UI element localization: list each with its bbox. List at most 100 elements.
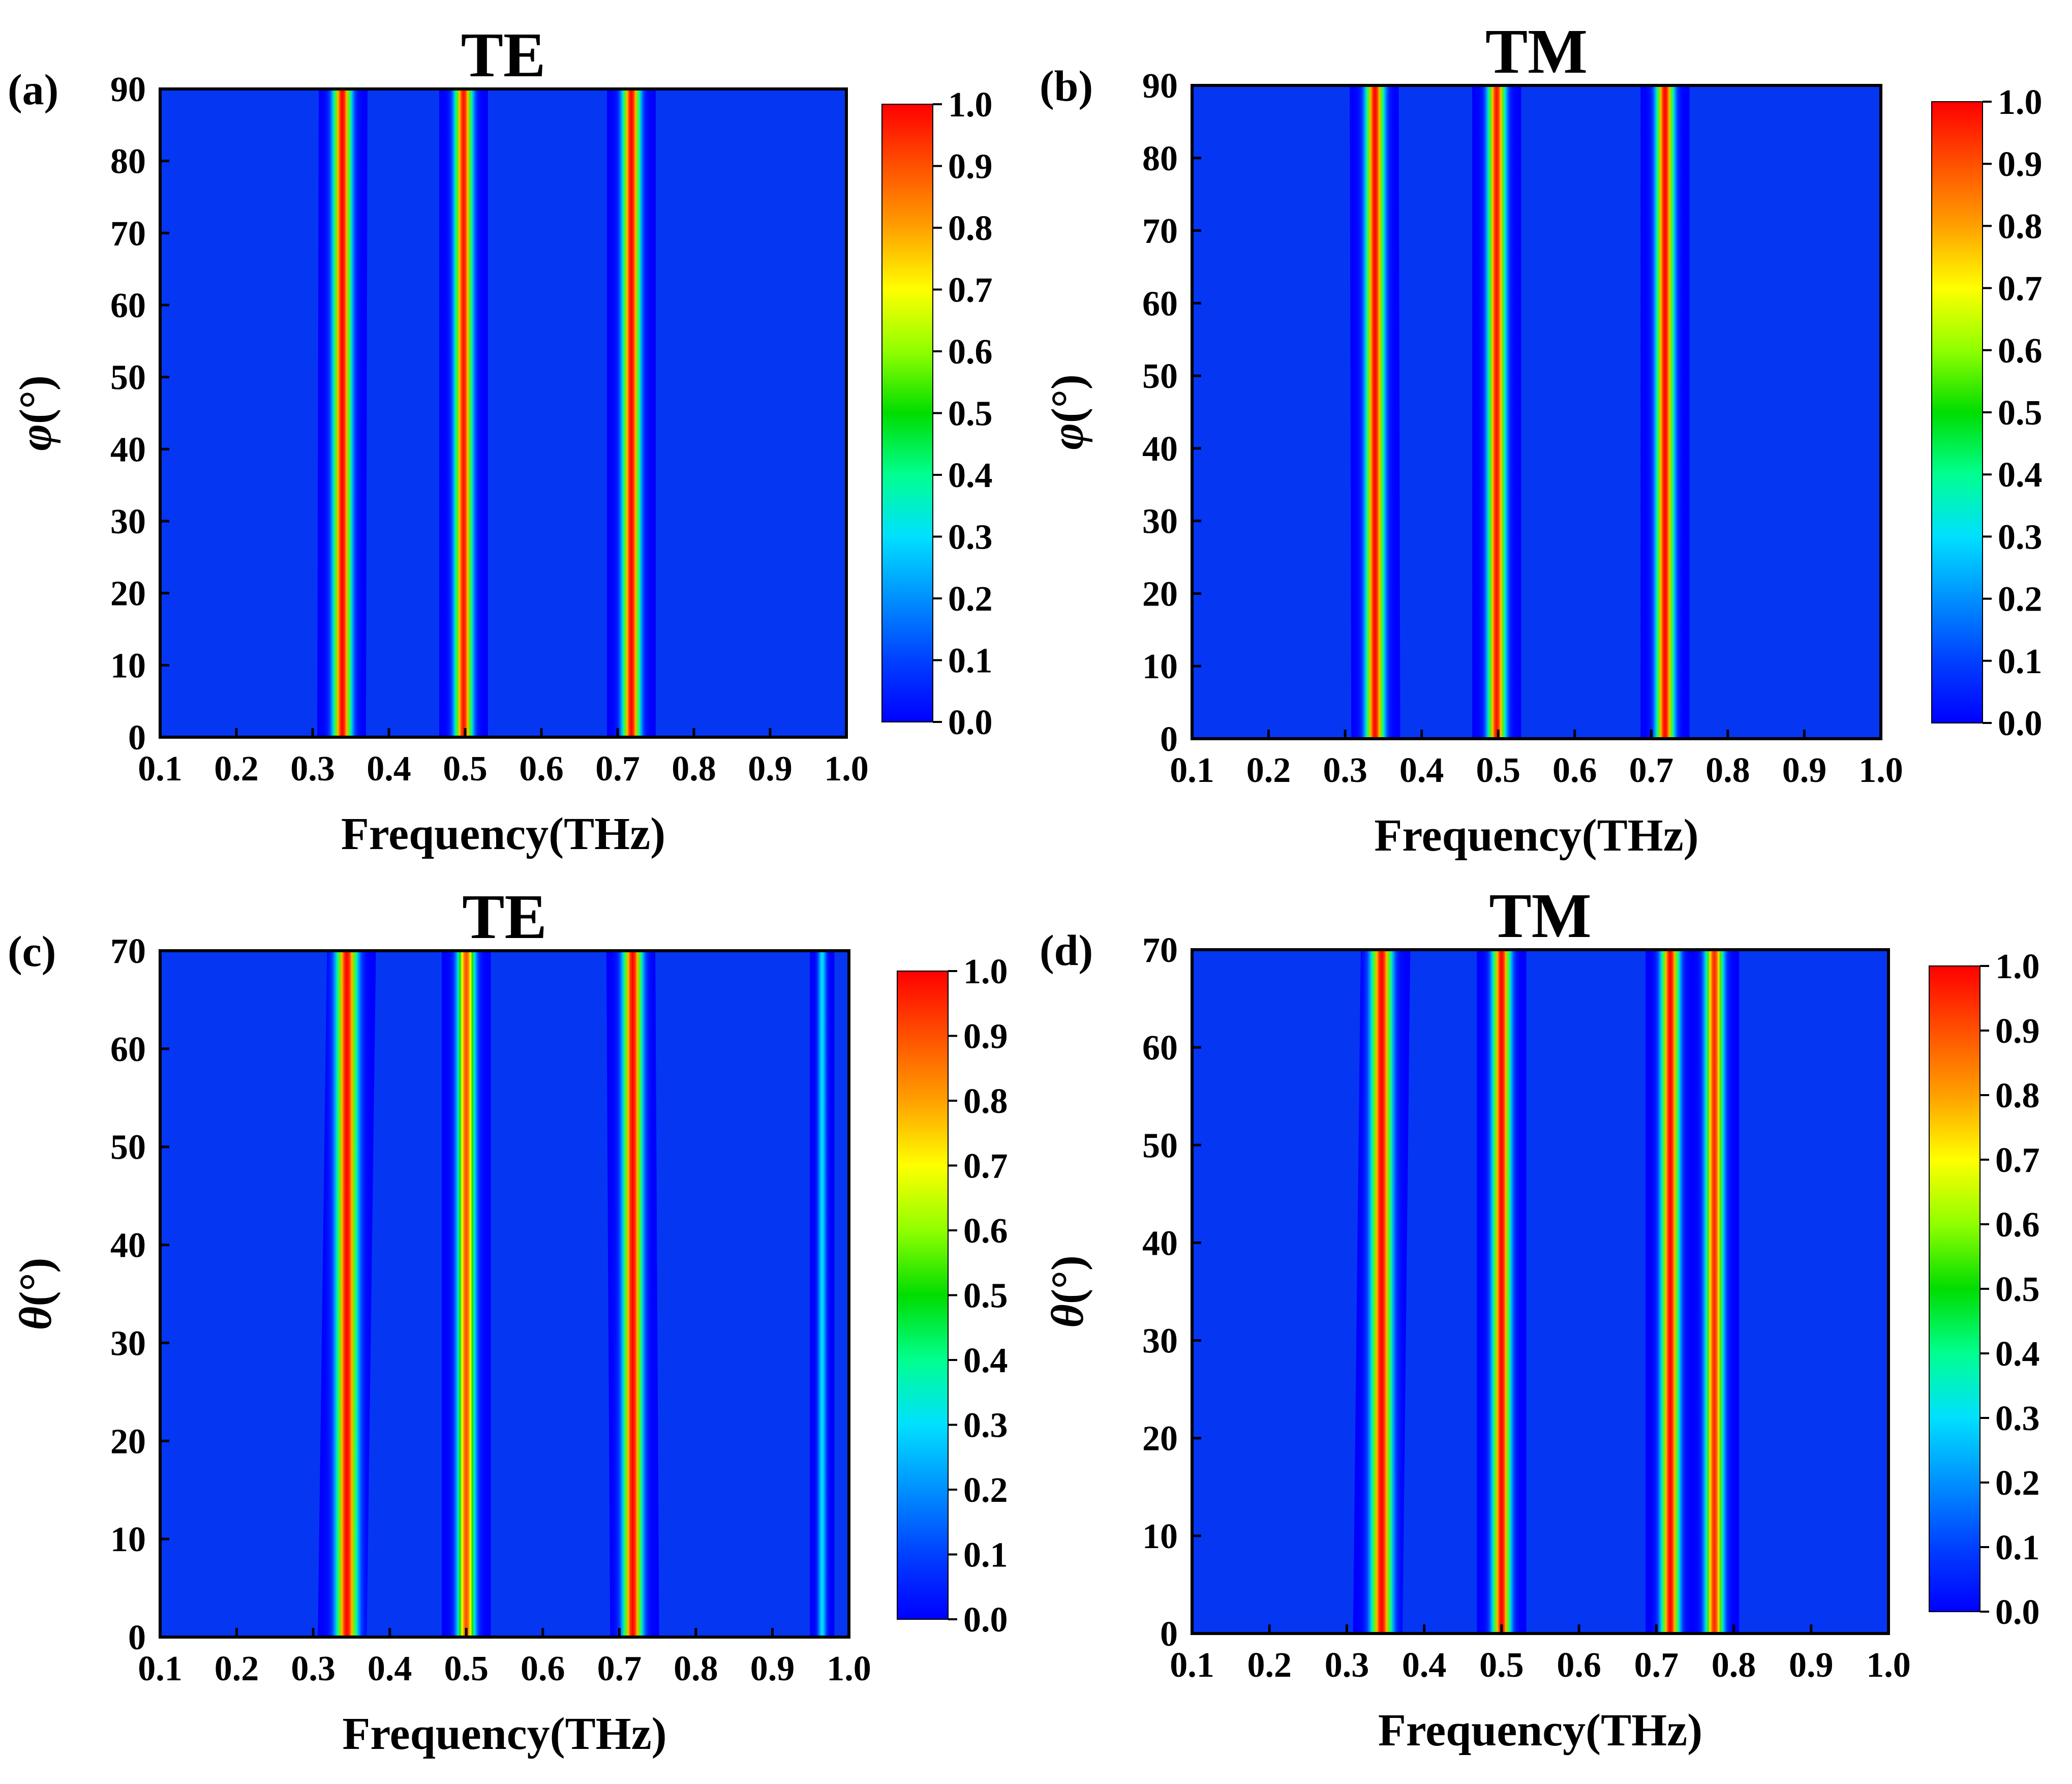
heatmap-background bbox=[1192, 85, 1881, 739]
x-tick-label: 0.1 bbox=[1170, 751, 1214, 790]
colorbar-tick-label: 0.9 bbox=[963, 1017, 1008, 1056]
colorbar-tick-label: 0.6 bbox=[948, 332, 993, 372]
x-tick-label: 0.4 bbox=[1399, 751, 1444, 790]
panel-label: (c) bbox=[8, 927, 56, 976]
x-tick-label: 1.0 bbox=[827, 1649, 871, 1688]
panel-a: 0.1 0.2 0.3 0.4 0.5 0.6 0.7 0.8 0.9 1.0 0 10 20 30 40 5… bbox=[8, 20, 993, 859]
colorbar-tick-label: 0.1 bbox=[963, 1536, 1008, 1575]
y-axis-symbol: φ bbox=[11, 424, 61, 451]
x-tick-label: 0.1 bbox=[1170, 1646, 1214, 1685]
colorbar-tick-label: 0.9 bbox=[1998, 145, 2043, 184]
resonance-band bbox=[1646, 950, 1695, 1634]
x-tick-label: 0.6 bbox=[521, 1649, 565, 1688]
y-axis-unit: (°) bbox=[11, 375, 61, 424]
y-tick-label: 30 bbox=[1142, 502, 1178, 541]
resonance-band bbox=[317, 89, 368, 737]
plot-area bbox=[1192, 85, 1881, 739]
chart-title: TE bbox=[461, 20, 546, 90]
x-tick-label: 0.3 bbox=[291, 1649, 336, 1688]
y-axis-label: θ(°) bbox=[1043, 1255, 1093, 1328]
colorbar-tick-label: 0.1 bbox=[1995, 1528, 2040, 1567]
x-tick-label: 0.6 bbox=[1557, 1646, 1601, 1685]
colorbar-tick-label: 0.4 bbox=[1998, 456, 2043, 495]
x-tick-label: 0.2 bbox=[1247, 1646, 1292, 1685]
y-tick-label: 0 bbox=[128, 1618, 146, 1657]
x-tick-label: 0.8 bbox=[1712, 1646, 1756, 1685]
colorbar-tick-label: 0.7 bbox=[1998, 269, 2043, 309]
y-tick-label: 70 bbox=[110, 932, 146, 971]
x-tick-label: 0.7 bbox=[1629, 751, 1674, 790]
y-tick-label: 10 bbox=[110, 646, 146, 685]
y-tick-label: 30 bbox=[110, 1324, 146, 1363]
chart-title: TM bbox=[1489, 881, 1591, 951]
colorbar-tick-label: 0.2 bbox=[1995, 1464, 2040, 1503]
x-tick-label: 0.1 bbox=[138, 749, 182, 789]
y-tick-label: 70 bbox=[1142, 931, 1178, 970]
colorbar-tick-label: 0.6 bbox=[1995, 1205, 2040, 1245]
resonance-band bbox=[1472, 85, 1521, 739]
panel-label: (a) bbox=[8, 65, 58, 114]
colorbar bbox=[897, 971, 949, 1620]
y-tick-label: 90 bbox=[1142, 67, 1178, 106]
x-tick-label: 0.8 bbox=[672, 749, 716, 789]
y-axis-label: φ(°) bbox=[11, 375, 61, 451]
plot-frame bbox=[159, 87, 848, 739]
y-tick-label: 80 bbox=[110, 142, 146, 182]
colorbar-tick-label: 0.2 bbox=[1998, 580, 2043, 619]
y-axis-label: θ(°) bbox=[11, 1258, 61, 1331]
y-axis-unit: (°) bbox=[1043, 1255, 1093, 1304]
y-tick-label: 40 bbox=[110, 1226, 146, 1265]
colorbar-tick-label: 0.4 bbox=[948, 456, 993, 495]
colorbar-tick-label: 0.8 bbox=[1998, 207, 2043, 246]
colorbar-tick-label: 0.5 bbox=[963, 1277, 1008, 1316]
y-tick-label: 0 bbox=[1160, 1615, 1178, 1654]
x-tick-label: 0.7 bbox=[1634, 1646, 1679, 1685]
y-tick-label: 60 bbox=[1142, 284, 1178, 323]
y-tick-label: 70 bbox=[110, 214, 146, 253]
x-tick-label: 0.5 bbox=[1476, 751, 1520, 790]
colorbar-tick-label: 0.5 bbox=[948, 395, 993, 434]
colorbar-tick-label: 0.4 bbox=[963, 1341, 1008, 1380]
plot-area bbox=[160, 89, 846, 737]
colorbar-tick-label: 0.9 bbox=[1995, 1012, 2040, 1051]
colorbar-tick-label: 0.3 bbox=[948, 518, 993, 557]
chart-title: TM bbox=[1485, 17, 1588, 87]
x-tick-label: 0.5 bbox=[444, 1649, 489, 1688]
x-tick-label: 0.5 bbox=[1479, 1646, 1524, 1685]
y-tick-label: 30 bbox=[1142, 1322, 1178, 1361]
colorbar-tick-label: 0.0 bbox=[1998, 704, 2043, 743]
heatmap-background bbox=[160, 89, 846, 737]
colorbar-tick-label: 0.7 bbox=[1995, 1141, 2040, 1180]
x-axis-label: Frequency(THz) bbox=[1378, 1705, 1702, 1756]
y-tick-label: 10 bbox=[1142, 1517, 1178, 1556]
y-tick-label: 70 bbox=[1142, 212, 1178, 251]
x-axis-label: Frequency(THz) bbox=[342, 1709, 666, 1759]
colorbar-tick-label: 0.8 bbox=[1995, 1076, 2040, 1115]
x-tick-label: 0.9 bbox=[1782, 751, 1827, 790]
x-tick-label: 1.0 bbox=[824, 749, 869, 789]
colorbar-tick-label: 0.6 bbox=[1998, 331, 2043, 371]
y-tick-label: 50 bbox=[110, 1128, 146, 1167]
y-tick-label: 0 bbox=[1160, 720, 1178, 759]
y-tick-label: 60 bbox=[110, 1030, 146, 1069]
colorbar-tick-label: 0.5 bbox=[1995, 1270, 2040, 1309]
x-tick-label: 0.6 bbox=[1552, 751, 1597, 790]
y-tick-label: 40 bbox=[1142, 430, 1178, 469]
y-tick-label: 20 bbox=[1142, 574, 1178, 614]
x-tick-label: 0.1 bbox=[138, 1649, 182, 1688]
colorbar bbox=[881, 104, 933, 722]
x-tick-label: 0.5 bbox=[443, 749, 487, 789]
heatmap-background bbox=[1192, 950, 1888, 1634]
x-tick-label: 0.4 bbox=[367, 749, 411, 789]
chart-title: TE bbox=[462, 882, 547, 952]
y-tick-label: 60 bbox=[110, 286, 146, 325]
x-tick-label: 0.4 bbox=[368, 1649, 412, 1688]
resonance-band bbox=[1353, 950, 1411, 1634]
x-tick-label: 1.0 bbox=[1858, 751, 1903, 790]
y-tick-label: 40 bbox=[1142, 1224, 1178, 1263]
y-tick-label: 30 bbox=[110, 502, 146, 541]
panel-b: 0.1 0.2 0.3 0.4 0.5 0.6 0.7 0.8 0.9 1.0 0 10 20 30 40 5… bbox=[1040, 17, 2043, 861]
colorbar-tick-label: 0.8 bbox=[963, 1082, 1008, 1121]
resonance-band bbox=[1477, 950, 1527, 1634]
